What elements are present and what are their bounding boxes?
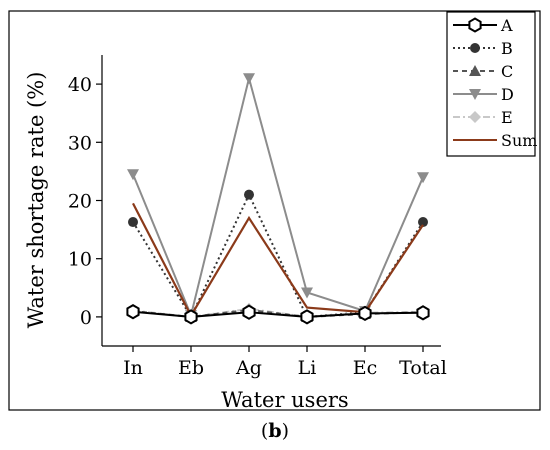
legend-label-b: B <box>501 39 513 58</box>
legend-label-d: D <box>501 85 514 104</box>
legend-marker-c <box>469 65 481 76</box>
legend-box <box>446 11 536 157</box>
y-tick-label: 10 <box>68 249 92 271</box>
series-line-b <box>132 192 424 319</box>
legend-label-sum: Sum <box>501 131 537 150</box>
legend-label-a: A <box>500 16 513 35</box>
data-point-b <box>418 217 428 228</box>
x-axis-title: Water users <box>221 388 348 412</box>
panel-label-letter: b <box>268 420 282 442</box>
y-tick-label: 30 <box>68 132 92 154</box>
data-point-a <box>242 304 256 320</box>
x-tick-label: Ec <box>353 357 378 379</box>
legend-marker-a <box>468 17 482 33</box>
data-point-a <box>300 309 314 325</box>
y-tick-label: 20 <box>68 191 92 213</box>
data-point-a <box>416 305 430 321</box>
panel-label-open: ( <box>260 420 269 442</box>
legend-label-c: C <box>501 62 513 81</box>
series-a <box>126 304 430 325</box>
y-tick-label: 0 <box>80 307 92 329</box>
data-point-d <box>243 73 255 85</box>
data-point-a <box>184 309 198 325</box>
figure-frame <box>8 10 541 411</box>
series-line-sum <box>132 202 424 318</box>
x-tick-label: Total <box>399 357 447 379</box>
legend-marker-e <box>469 111 481 123</box>
series-b <box>128 189 428 322</box>
data-point-a <box>358 305 372 322</box>
legend-marker-d <box>469 89 481 100</box>
legend-marker-b <box>470 43 480 53</box>
x-tick-label: Ag <box>235 357 262 379</box>
x-tick-label: Eb <box>178 357 204 379</box>
panel-label-close: ) <box>281 420 290 442</box>
data-point-b <box>244 189 254 200</box>
data-point-d <box>417 172 429 184</box>
y-tick-label: 40 <box>68 74 92 96</box>
x-tick-label: Li <box>298 357 317 379</box>
axes: 0 10 20 30 40 In Eb Ag Li Ec Total <box>68 55 447 379</box>
data-point-b <box>128 217 138 228</box>
panel-label: (b) <box>0 420 550 442</box>
series-line-a <box>132 310 424 318</box>
data-point-a <box>126 304 140 320</box>
legend-label-e: E <box>501 108 513 127</box>
series-sum <box>132 202 424 318</box>
series-layer <box>126 73 430 325</box>
series-line-d <box>132 78 424 319</box>
water-shortage-chart: 0 10 20 30 40 In Eb Ag Li Ec Total Water users Wat… <box>8 10 541 412</box>
y-axis-title: Water shortage rate (%) <box>24 72 48 329</box>
data-point-d <box>301 287 313 299</box>
x-tick-label: In <box>123 357 143 379</box>
data-point-d <box>127 169 139 181</box>
